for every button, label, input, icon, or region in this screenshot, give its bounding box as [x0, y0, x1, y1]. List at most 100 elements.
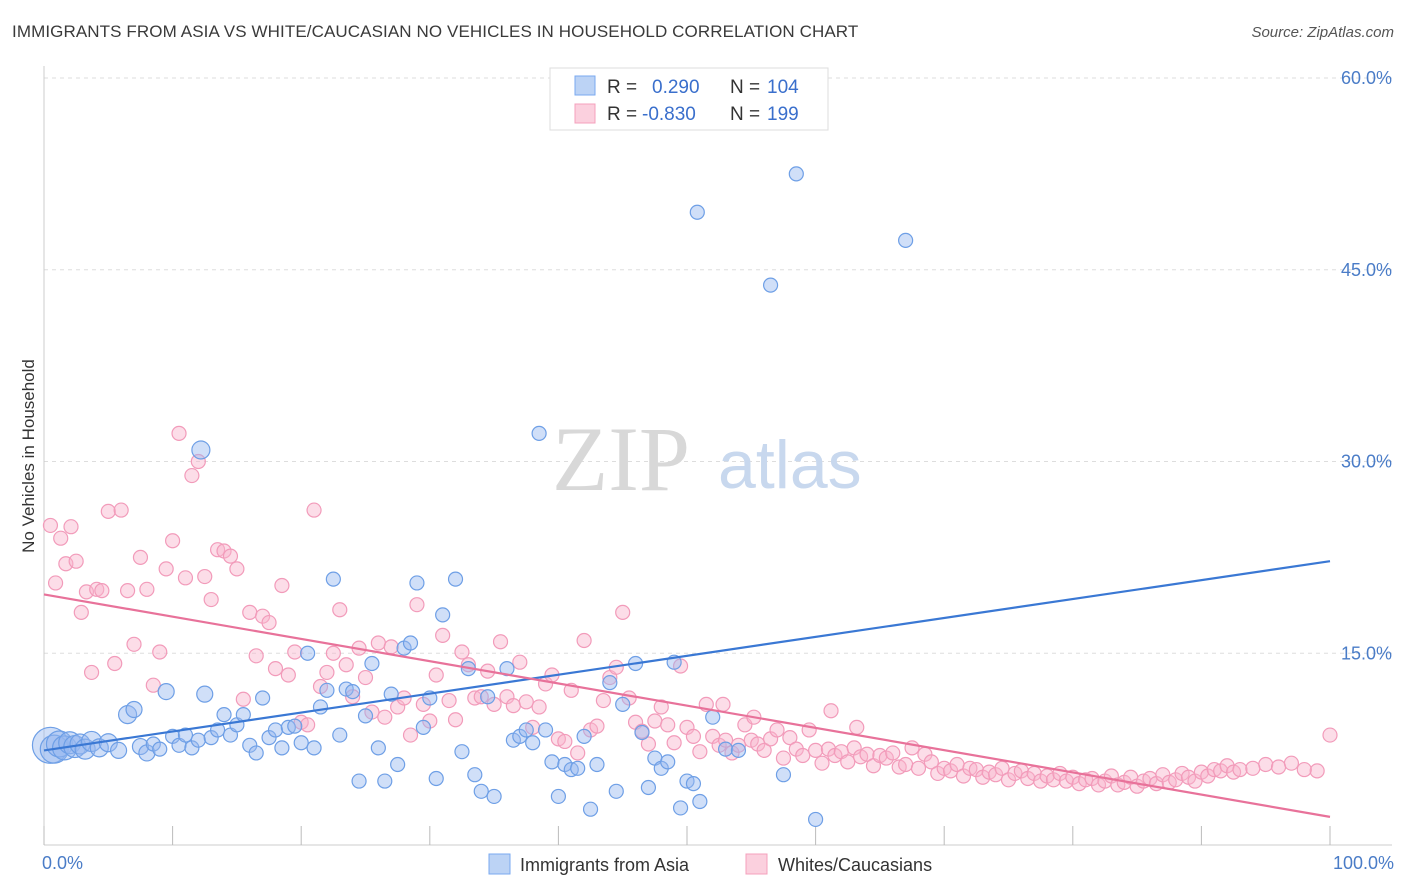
whites-point	[68, 553, 84, 569]
whites-point	[229, 561, 245, 577]
asia-point	[898, 232, 914, 248]
whites-point	[595, 692, 612, 709]
legend-label-asia: Immigrants from Asia	[520, 855, 690, 875]
stats-legend-n-value-whites: 199	[767, 104, 799, 125]
stats-legend-swatch-asia	[574, 75, 596, 96]
whites-point	[100, 503, 116, 519]
whites-point	[576, 632, 592, 649]
asia-point	[486, 788, 502, 805]
whites-point	[53, 530, 69, 546]
legend-label-whites: Whites/Caucasians	[778, 855, 932, 875]
asia-point	[608, 783, 624, 799]
asia-point	[383, 686, 399, 702]
whites-point	[267, 660, 284, 677]
whites-point	[190, 453, 206, 470]
whites-point	[370, 635, 386, 651]
asia-point	[364, 655, 380, 672]
asia-point	[377, 773, 393, 789]
asia-point	[152, 741, 168, 757]
whites-point	[306, 502, 322, 518]
trend-lines	[43, 560, 1331, 818]
x-tick-label-max: 100.0%	[1333, 853, 1394, 873]
whites-point	[653, 699, 669, 715]
y-tick-label-30: 30.0%	[1341, 452, 1392, 472]
whites-point	[132, 549, 149, 565]
whites-point	[113, 502, 129, 518]
chart-title: IMMIGRANTS FROM ASIA VS WHITE/CAUCASIAN …	[12, 22, 859, 41]
asia-point	[191, 440, 211, 460]
whites-point	[383, 639, 399, 655]
whites-point	[823, 703, 839, 719]
stats-legend-r-label-whites: R =	[607, 104, 637, 125]
asia-point	[357, 708, 374, 724]
asia-point	[570, 760, 586, 776]
series-legend: Immigrants from Asia Whites/Caucasians	[488, 853, 932, 875]
whites-point	[248, 648, 264, 664]
asia-point	[409, 575, 425, 591]
y-tick-labels: 15.0% 30.0% 45.0% 60.0%	[1341, 68, 1392, 663]
whites-point	[222, 548, 239, 564]
whites-point	[557, 733, 573, 750]
stats-legend-r-label-asia: R =	[607, 77, 637, 98]
whites-point	[89, 581, 105, 597]
asia-point	[775, 767, 792, 783]
asia-point	[306, 740, 322, 756]
whites-point	[441, 692, 457, 709]
asia-point	[177, 727, 194, 743]
whites-point	[910, 760, 927, 776]
chart-source: Source: ZipAtlas.com	[1251, 24, 1394, 41]
whites-point	[73, 604, 89, 620]
whites-point	[63, 519, 79, 535]
whites-point	[505, 698, 521, 714]
asia-point	[454, 744, 470, 760]
asia-point	[435, 607, 451, 623]
whites-point	[119, 583, 136, 599]
whites-point	[814, 755, 830, 771]
watermark-zip: ZIP	[552, 408, 690, 510]
watermark-atlas: atlas	[718, 427, 862, 503]
whites-point	[840, 754, 856, 770]
whites-point	[428, 667, 444, 683]
whites-point	[325, 645, 341, 661]
whites-point	[435, 627, 451, 643]
whites-point	[994, 760, 1010, 776]
legend-swatch-whites	[745, 853, 768, 875]
stats-legend-n-label-asia: N =	[730, 77, 760, 98]
whites-point	[795, 747, 811, 764]
whites-point	[589, 718, 605, 734]
whites-point	[158, 561, 174, 577]
whites-point	[184, 467, 200, 484]
asia-point	[640, 779, 657, 796]
whites-point	[274, 577, 290, 594]
whites-point	[139, 581, 155, 597]
stats-legend-n-label-whites: N =	[730, 104, 760, 125]
asia-point	[705, 709, 721, 725]
stats-legend-r-value-asia: 0.290	[652, 77, 700, 98]
whites-point	[447, 712, 464, 728]
asia-point	[319, 682, 335, 698]
whites-point	[692, 744, 708, 760]
asia-point	[293, 735, 309, 751]
whites-point	[83, 664, 100, 681]
whites-point	[1296, 761, 1312, 778]
whites-point	[782, 730, 798, 746]
asia-point	[415, 719, 431, 735]
whites-point	[660, 717, 676, 733]
asia-point	[300, 645, 316, 661]
asia-point	[402, 635, 419, 651]
asia-point	[788, 166, 804, 182]
asia-point	[576, 728, 592, 744]
whites-point	[203, 591, 219, 608]
y-tick-label-15: 15.0%	[1341, 643, 1392, 663]
asia-point	[370, 740, 386, 756]
whites-point	[300, 717, 316, 733]
asia-point	[672, 800, 689, 816]
asia-point	[447, 571, 464, 587]
whites-point	[126, 636, 142, 652]
whites-point	[287, 644, 303, 660]
whites-point	[570, 745, 586, 761]
whites-point	[1232, 761, 1248, 778]
whites-point	[615, 604, 631, 620]
whites-point	[756, 742, 772, 759]
whites-point	[235, 691, 251, 707]
